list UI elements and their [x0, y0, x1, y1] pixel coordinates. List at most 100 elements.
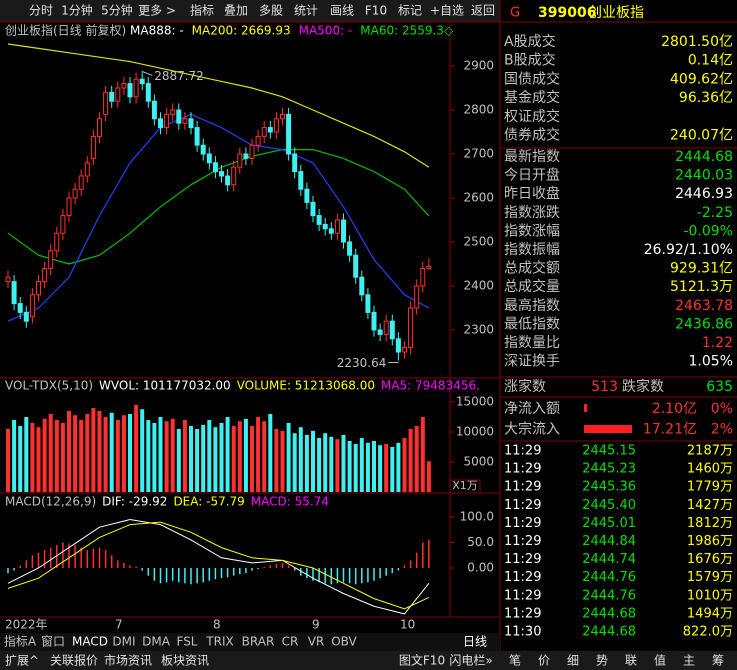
- volume-bar: [414, 426, 419, 492]
- tick-price: 2444.76: [582, 570, 636, 585]
- indicator-tab[interactable]: 窗口: [41, 635, 65, 649]
- indicator-tab[interactable]: DMA: [142, 635, 171, 649]
- quote-label: 深证换手: [504, 353, 560, 370]
- candle-body: [97, 118, 102, 137]
- tick-time: 11:29: [504, 480, 541, 495]
- candle-body: [5, 276, 11, 283]
- volume-bar: [347, 441, 352, 492]
- indicator-tab[interactable]: OBV: [331, 635, 357, 649]
- quote-label: 总成交量: [504, 278, 560, 295]
- candle-body: [420, 267, 426, 287]
- stat-label: 债券成交: [504, 127, 560, 144]
- y-tick-label: 2800: [463, 103, 494, 117]
- candle-body: [231, 166, 237, 186]
- side-tab[interactable]: 价: [538, 654, 550, 668]
- side-tab[interactable]: 筹: [712, 654, 724, 668]
- toolbar-button[interactable]: 画线: [330, 4, 354, 18]
- candle-body: [402, 347, 407, 353]
- candle-body: [188, 118, 194, 129]
- volume-bar: [67, 411, 71, 492]
- volume-bar: [250, 426, 254, 492]
- volume-bar: [280, 430, 285, 492]
- bottom-tab[interactable]: 市场资讯: [104, 653, 152, 668]
- flow-label: 大宗流入: [504, 422, 560, 438]
- volume-bar: [195, 429, 200, 492]
- candle-body: [237, 153, 243, 168]
- toolbar-button[interactable]: +自选: [430, 4, 464, 18]
- low-annotation: 2230.64: [337, 356, 387, 370]
- date-label: 8: [213, 618, 221, 632]
- tick-time: 11:29: [504, 462, 541, 477]
- toolbar-button[interactable]: 分时: [29, 4, 53, 18]
- y-tick-label: 5000: [463, 455, 494, 469]
- toolbar-button[interactable]: 标记: [398, 4, 422, 18]
- volume-bar: [304, 435, 309, 492]
- macd-line: [7, 519, 430, 615]
- toolbar-button[interactable]: 返回: [471, 4, 495, 18]
- side-tab[interactable]: 势: [596, 654, 608, 668]
- candle-body: [145, 83, 151, 102]
- ma-label: MA500: -: [299, 24, 353, 38]
- toolbar-button[interactable]: 1分钟: [61, 3, 93, 18]
- volume-bar: [426, 461, 431, 492]
- macd-label: MACD: 55.74: [251, 495, 329, 509]
- bottom-button[interactable]: 闪电栏»: [449, 653, 492, 668]
- quote-value: 26.92/1.10%: [644, 242, 733, 258]
- quote-value: 2436.86: [675, 316, 733, 332]
- toolbar-button[interactable]: 指标: [190, 3, 214, 18]
- side-tab[interactable]: 联: [625, 654, 637, 668]
- tick-volume: 1676万: [687, 552, 733, 567]
- candle-body: [341, 219, 346, 243]
- macd-line: [7, 521, 430, 610]
- indicator-tab[interactable]: BRAR: [242, 635, 275, 649]
- volume-bar: [158, 417, 163, 492]
- stat-value: 0.14亿: [688, 53, 733, 69]
- bottom-tab[interactable]: 关联报价: [50, 653, 98, 668]
- indicator-tab[interactable]: TRIX: [205, 635, 233, 649]
- tick-time: 11:30: [504, 625, 541, 640]
- quote-value: -0.09%: [683, 223, 733, 239]
- volume-bar: [79, 420, 84, 492]
- indicator-tab[interactable]: FSL: [177, 635, 198, 649]
- side-tab[interactable]: 笔: [509, 653, 521, 668]
- indicator-tab[interactable]: VR: [308, 635, 325, 649]
- toolbar-button[interactable]: 统计: [294, 4, 318, 18]
- tick-volume: 1427万: [687, 498, 733, 513]
- candle-body: [11, 281, 17, 305]
- toolbar-button[interactable]: 多股: [259, 4, 283, 18]
- candle-body: [36, 281, 41, 296]
- volume-bar: [359, 438, 364, 492]
- bottom-tab[interactable]: 扩展^: [5, 654, 39, 668]
- candle-body: [60, 215, 66, 234]
- toolbar-button[interactable]: 更多 >: [138, 4, 176, 18]
- toolbar-button[interactable]: 叠加: [224, 4, 248, 18]
- indicator-tab[interactable]: DMI: [112, 635, 135, 649]
- date-label: 2022年: [5, 618, 48, 632]
- stat-label: 国债成交: [504, 70, 560, 87]
- indicator-tab[interactable]: 指标A: [4, 634, 37, 649]
- bottom-button[interactable]: 图文F10: [399, 653, 445, 668]
- macd-label: DIF: -29.92: [102, 495, 167, 509]
- indicator-tab[interactable]: MACD: [72, 635, 108, 649]
- candle-body: [78, 175, 84, 190]
- volume-bar: [329, 436, 334, 492]
- flow-bar: [584, 425, 632, 433]
- candle-body: [158, 118, 163, 129]
- toolbar-button[interactable]: 5分钟: [101, 3, 133, 18]
- period[interactable]: 日线: [463, 635, 487, 649]
- volume-bar: [12, 420, 17, 492]
- volume-label: VOLUME: 51213068.00: [237, 379, 375, 393]
- toolbar-button[interactable]: F10: [365, 4, 387, 18]
- candle-body: [243, 153, 249, 159]
- bottom-tab[interactable]: 板块资讯: [161, 654, 209, 668]
- volume-bar: [298, 427, 303, 492]
- side-tab[interactable]: 值: [654, 653, 666, 668]
- volume-bar: [54, 420, 59, 492]
- indicator-tab[interactable]: CR: [282, 635, 299, 649]
- side-tab[interactable]: 主: [683, 654, 695, 668]
- volume-label: WVOL: 101177032.00: [99, 379, 231, 393]
- volume-bar: [182, 420, 187, 492]
- side-tab[interactable]: 细: [567, 654, 579, 668]
- volume-bar: [262, 421, 267, 492]
- stock-name: 创业板指: [588, 5, 644, 21]
